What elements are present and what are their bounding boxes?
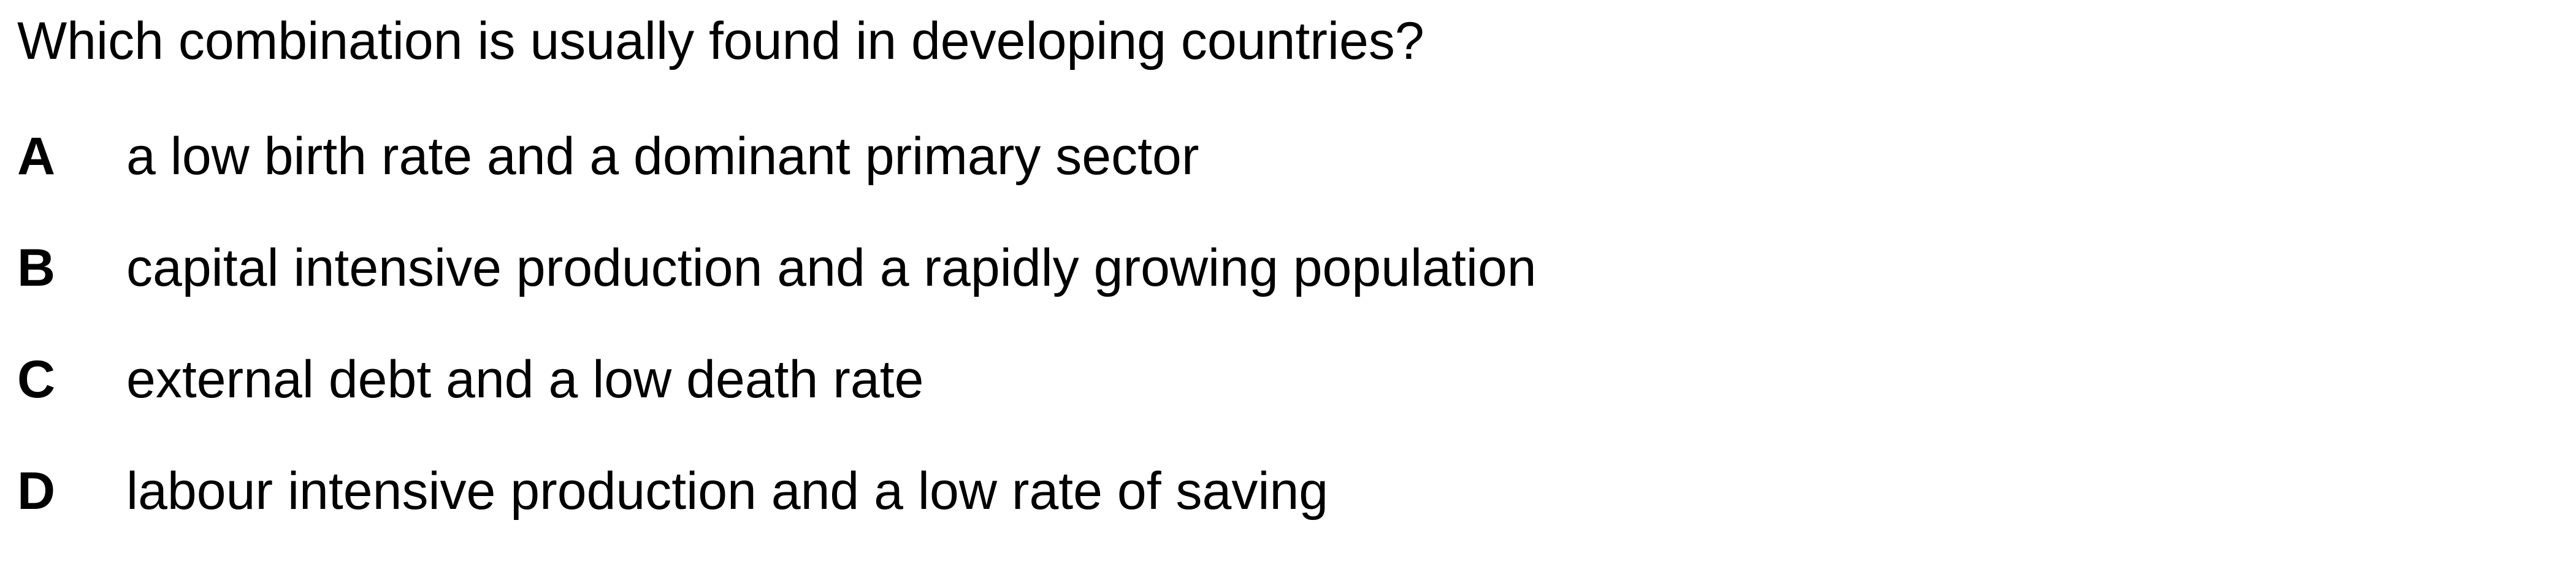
option-letter: D	[17, 462, 56, 521]
option-text: labour intensive production and a low ra…	[126, 462, 1329, 521]
question-text: Which combination is usually found in de…	[17, 12, 1424, 71]
option-letter: B	[17, 239, 56, 297]
option-text: a low birth rate and a dominant primary …	[126, 127, 1199, 186]
option-text: external debt and a low death rate	[126, 350, 924, 409]
option-letter: C	[17, 350, 56, 409]
option-letter: A	[17, 127, 56, 186]
option-text: capital intensive production and a rapid…	[126, 239, 1537, 297]
